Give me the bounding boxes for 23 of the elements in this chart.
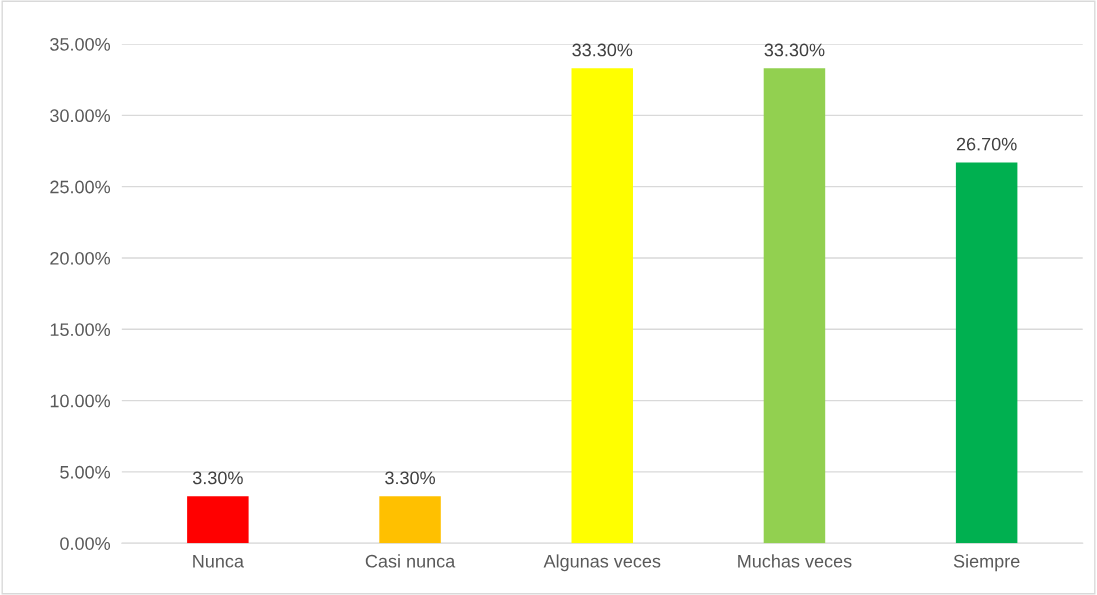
y-tick-label: 15.00% [50,323,111,337]
y-tick-label: 0.00% [60,537,111,550]
bar [571,68,633,544]
y-tick-label: 20.00% [50,251,111,265]
y-tick-label: 25.00% [50,180,111,194]
data-label: 33.30% [572,43,633,57]
bar [763,68,826,544]
bar [379,496,441,544]
bar [955,162,1018,544]
x-tick-label: Casi nunca [365,554,456,568]
data-label: 3.30% [192,471,243,485]
data-label: 33.30% [764,43,825,57]
y-tick-label: 5.00% [60,465,111,479]
x-tick-label: Siempre [953,554,1020,572]
bar [187,496,249,544]
y-tick-label: 10.00% [50,394,111,408]
y-tick-label: 35.00% [50,37,111,51]
data-label: 26.70% [956,137,1017,151]
x-tick-label: Nunca [193,555,244,568]
x-tick-label: Muchas veces [738,554,852,568]
y-tick-label: 30.00% [50,109,111,123]
x-tick-label: Algunas veces [543,554,661,572]
data-label: 3.30% [385,471,436,485]
